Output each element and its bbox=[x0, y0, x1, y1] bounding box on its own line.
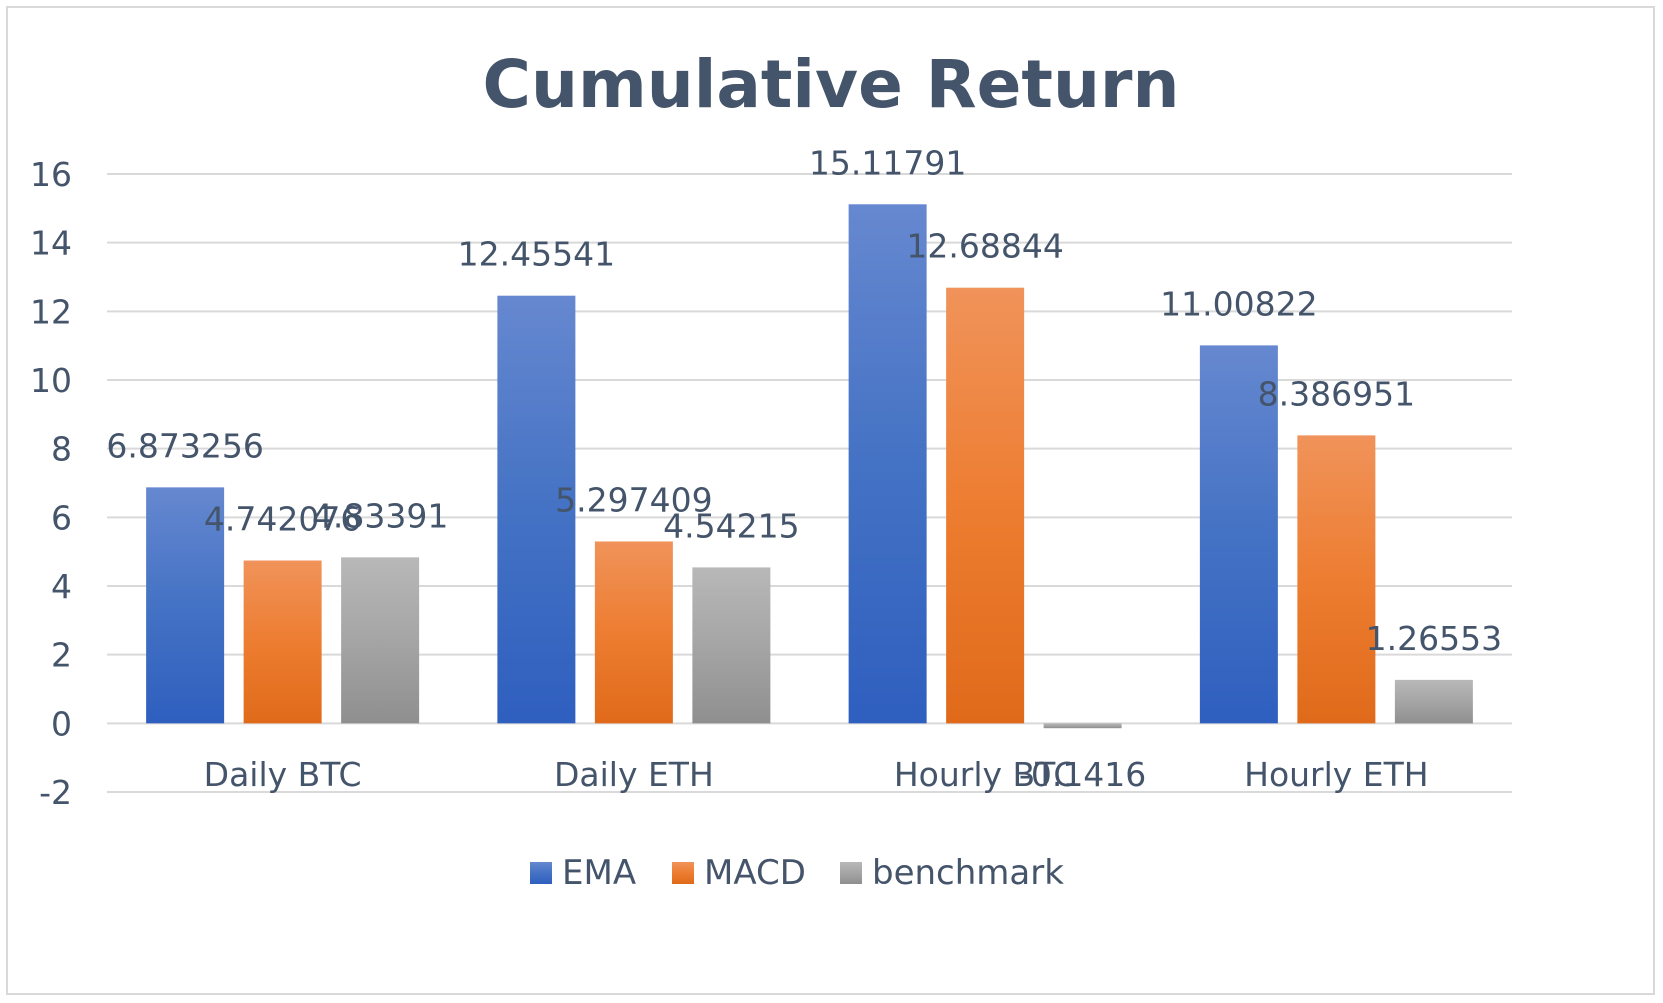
legend-swatch-benchmark bbox=[840, 862, 862, 884]
x-axis-categories: Daily BTC Daily ETH Hourly BTC Hourly ETH bbox=[204, 755, 1429, 794]
category-label-0: Daily BTC bbox=[204, 755, 362, 794]
chart-title: Cumulative Return bbox=[483, 46, 1180, 123]
y-tick-label-1: 0 bbox=[51, 704, 72, 743]
data-label-benchmark-0: 4.83391 bbox=[312, 496, 448, 535]
bar-ema-0 bbox=[146, 487, 225, 724]
legend-label-benchmark: benchmark bbox=[872, 853, 1064, 893]
bar-benchmark-2 bbox=[1043, 723, 1122, 729]
data-label-benchmark-3: 1.26553 bbox=[1366, 619, 1502, 658]
y-tick-label-6: 10 bbox=[30, 361, 72, 400]
category-label-1: Daily ETH bbox=[554, 755, 714, 794]
y-tick-label-7: 12 bbox=[30, 292, 72, 331]
bar-macd-3 bbox=[1297, 435, 1376, 724]
data-label-ema-0: 6.873256 bbox=[106, 426, 263, 465]
data-label-macd-0: 4.742076 bbox=[204, 500, 361, 539]
data-label-macd-3: 8.386951 bbox=[1258, 374, 1415, 413]
y-tick-label-4: 6 bbox=[51, 498, 72, 537]
category-label-3: Hourly ETH bbox=[1244, 755, 1429, 794]
legend-swatch-macd bbox=[672, 862, 694, 884]
legend-label-macd: MACD bbox=[704, 853, 806, 893]
y-tick-label-8: 14 bbox=[30, 224, 72, 263]
data-label-ema-1: 12.45541 bbox=[458, 235, 615, 274]
category-label-2: Hourly BTC bbox=[894, 755, 1077, 794]
bar-benchmark-3 bbox=[1394, 679, 1473, 724]
legend-swatch-ema bbox=[530, 862, 552, 884]
y-tick-label-5: 8 bbox=[51, 430, 72, 469]
bar-macd-1 bbox=[594, 541, 673, 724]
bar-ema-3 bbox=[1199, 345, 1278, 724]
legend-label-ema: EMA bbox=[562, 853, 636, 893]
data-label-benchmark-1: 4.54215 bbox=[663, 506, 799, 545]
data-label-macd-2: 12.68844 bbox=[906, 227, 1063, 266]
bars bbox=[146, 204, 1473, 729]
y-tick-label-9: 16 bbox=[30, 155, 72, 194]
y-tick-label-2: 2 bbox=[51, 636, 72, 675]
data-label-benchmark-2: -0.1416 bbox=[1019, 755, 1146, 794]
data-label-ema-2: 15.11791 bbox=[809, 143, 966, 182]
legend: EMA MACD benchmark bbox=[530, 853, 1064, 893]
y-tick-label-3: 4 bbox=[51, 567, 72, 606]
y-axis-ticks: -2 0 2 4 6 8 10 12 14 16 bbox=[30, 155, 72, 812]
bar-benchmark-1 bbox=[692, 567, 771, 724]
bar-benchmark-0 bbox=[341, 557, 420, 724]
bar-macd-0 bbox=[243, 560, 322, 724]
bar-ema-2 bbox=[848, 204, 927, 724]
y-tick-label-0: -2 bbox=[39, 773, 72, 812]
bar-ema-1 bbox=[497, 295, 576, 724]
data-label-macd-1: 5.297409 bbox=[555, 480, 712, 519]
chart-frame bbox=[6, 6, 1655, 995]
bar-macd-2 bbox=[946, 287, 1025, 724]
data-label-ema-3: 11.00822 bbox=[1160, 284, 1317, 323]
